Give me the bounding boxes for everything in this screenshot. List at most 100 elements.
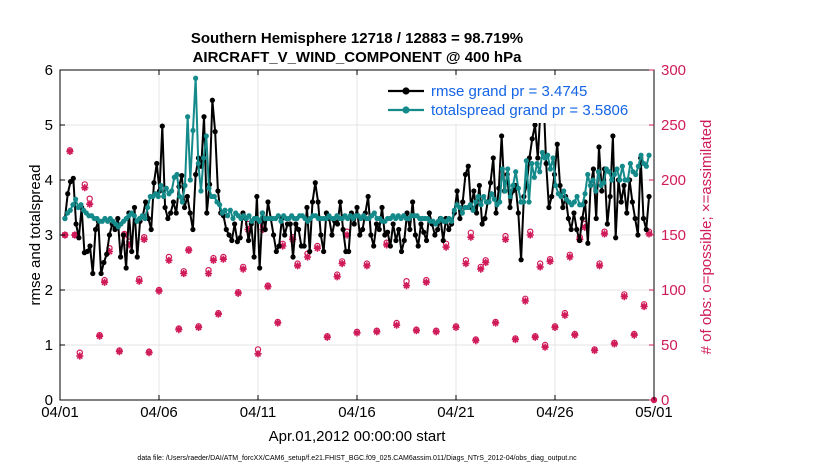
series-rmse-point (309, 199, 316, 205)
series-rmse-point (251, 254, 257, 260)
x-tick-label: 04/06 (140, 404, 178, 421)
series-rmse-point (415, 243, 421, 249)
series-rmse-point (115, 215, 121, 222)
series-totalspread-point (539, 149, 545, 156)
chart-title-line2: AIRCRAFT_V_WIND_COMPONENT @ 400 hPa (193, 49, 523, 66)
y-axis-left-label: rmse and totalspread (27, 165, 44, 306)
series-rmse-point (334, 221, 341, 227)
series-rmse-point (170, 199, 177, 205)
series-rmse-point (532, 122, 538, 128)
series-totalspread-point (174, 171, 180, 178)
series-rmse-point (384, 229, 391, 235)
obs-assimilated-marker (209, 256, 218, 264)
obs-assimilated-marker (422, 278, 430, 286)
obs-assimilated-marker (412, 327, 420, 335)
y-left-tick-label: 4 (45, 172, 53, 189)
series-totalspread-point (73, 196, 79, 202)
series-rmse-point (487, 180, 494, 186)
series-totalspread-point (499, 166, 505, 172)
obs-assimilated-marker (402, 282, 411, 290)
obs-assimilated-marker (393, 321, 401, 329)
series-totalspread-point (585, 171, 591, 178)
series-totalspread-point (257, 218, 263, 224)
series-rmse-point (379, 204, 385, 211)
series-rmse-point (162, 204, 168, 211)
series-rmse-point (212, 129, 218, 135)
x-axis-label: Apr.01,2012 00:00:00 start (269, 428, 447, 445)
series-totalspread-point (457, 204, 463, 211)
series-rmse-point (515, 210, 521, 216)
series-totalspread-point (190, 127, 196, 134)
series-totalspread-point (142, 215, 148, 222)
series-rmse-point (546, 204, 552, 211)
series-totalspread-point (275, 213, 281, 219)
obs-assimilated-marker (323, 333, 331, 341)
series-rmse-point (593, 215, 599, 222)
series-rmse-point (262, 226, 268, 233)
series-rmse-point (604, 221, 610, 227)
obs-assimilated-marker (442, 243, 450, 251)
series-totalspread-point (473, 199, 479, 205)
series-rmse-point (621, 182, 627, 189)
obs-assimilated-marker (165, 256, 173, 264)
series-totalspread-point (614, 166, 620, 172)
series-totalspread-point (574, 193, 580, 200)
obs-assimilated-marker (432, 328, 440, 336)
obs-assimilated-marker (526, 231, 534, 239)
obs-assimilated-marker (566, 253, 574, 261)
series-rmse-point (460, 199, 466, 205)
series-rmse-point (87, 243, 93, 249)
series-rmse-point (154, 160, 160, 167)
series-rmse-point (315, 199, 321, 205)
series-totalspread-point (217, 202, 223, 208)
series-rmse-point (618, 199, 624, 205)
obs-assimilated-marker (501, 235, 510, 243)
series-rmse-point (646, 193, 652, 200)
chart-title-line1: Southern Hemisphere 12718 / 12883 = 98.7… (191, 30, 523, 47)
series-totalspread-point (489, 191, 495, 197)
series-rmse-point (440, 237, 446, 244)
series-rmse-point (576, 237, 583, 244)
series-rmse-point (560, 204, 566, 211)
series-rmse-point (209, 97, 215, 103)
series-rmse-point (204, 210, 210, 216)
obs-assimilated-marker (180, 269, 188, 278)
series-rmse-point (535, 155, 541, 161)
obs-assimilated-marker (338, 260, 346, 268)
obs-assimilated-marker (477, 265, 485, 273)
series-rmse-point (165, 215, 171, 222)
obs-assimilated-marker (76, 352, 84, 360)
obs-assimilated-marker (204, 269, 213, 278)
x-tick-label: 04/21 (437, 404, 475, 421)
obs-assimilated-marker (531, 333, 539, 341)
obs-assimilated-marker (600, 230, 609, 238)
obs-assimilated-marker (234, 289, 242, 297)
series-totalspread-point (523, 158, 529, 164)
series-totalspread-point (449, 218, 455, 224)
series-rmse-point (462, 171, 469, 178)
series-totalspread-point (510, 182, 516, 189)
series-rmse-point (635, 232, 641, 238)
series-rmse-point (493, 210, 499, 216)
obs-assimilated-marker (541, 343, 549, 351)
legend-spread-marker (402, 106, 410, 114)
series-totalspread-point (158, 182, 164, 189)
series-rmse-point (479, 221, 485, 227)
series-rmse-point (120, 232, 126, 238)
series-totalspread-point (163, 185, 169, 191)
series-rmse-point (585, 240, 591, 246)
series-totalspread-point (227, 207, 233, 213)
series-totalspread-point (531, 174, 537, 180)
obs-assimilated-marker (383, 241, 391, 249)
series-rmse-point (304, 204, 310, 211)
obs-assimilated-marker (303, 253, 312, 261)
series-rmse-point (518, 257, 524, 263)
obs-assimilated-marker (571, 331, 579, 339)
obs-assimilated-marker (140, 235, 148, 243)
series-rmse-point (117, 254, 124, 260)
obs-assimilated-marker (373, 328, 381, 336)
series-rmse-point (190, 226, 196, 233)
obs-assimilated-marker (645, 230, 653, 238)
series-rmse-point (143, 199, 149, 205)
series-rmse-point (607, 193, 613, 200)
